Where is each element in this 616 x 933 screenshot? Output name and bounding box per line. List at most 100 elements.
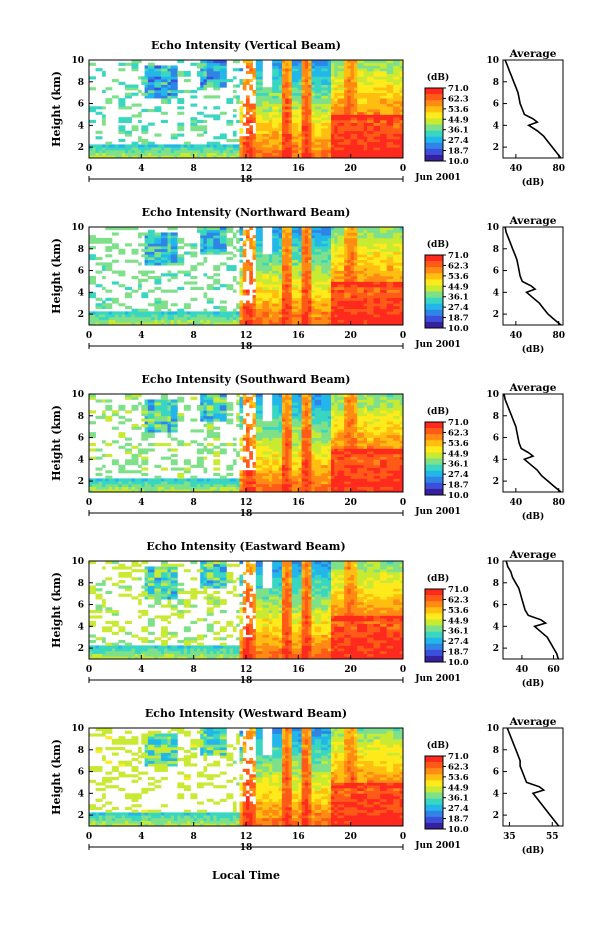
heatmap-cell: [269, 131, 273, 134]
heatmap-cell: [207, 153, 211, 156]
heatmap-cell: [190, 123, 194, 126]
heatmap-cell: [341, 301, 345, 304]
heatmap-cell: [112, 320, 116, 323]
heatmap-cell: [377, 311, 381, 314]
heatmap-cell: [328, 82, 332, 85]
heatmap-cell: [282, 93, 286, 96]
heatmap-cell: [331, 114, 335, 117]
heatmap-cell: [387, 131, 391, 134]
heatmap-cell: [360, 276, 364, 279]
heatmap-cell: [347, 71, 351, 74]
heatmap-cell: [380, 144, 384, 147]
heatmap-cell: [128, 117, 132, 120]
heatmap-cell: [315, 131, 319, 134]
heatmap-cell: [256, 262, 260, 265]
heatmap-cell: [295, 128, 299, 131]
heatmap-cell: [308, 246, 312, 249]
heatmap-cell: [109, 87, 113, 90]
heatmap-cell: [177, 125, 181, 128]
heatmap-cell: [174, 260, 178, 263]
heatmap-cell: [318, 104, 322, 107]
heatmap-cell: [311, 74, 315, 77]
heatmap-cell: [315, 109, 319, 112]
heatmap-cell: [249, 63, 253, 66]
heatmap-cell: [285, 265, 289, 268]
heatmap-cell: [269, 104, 273, 107]
heatmap-cell: [354, 125, 358, 128]
heatmap-cell: [223, 63, 227, 66]
heatmap-cell: [256, 87, 260, 90]
heatmap-cell: [220, 112, 224, 115]
heatmap-cell: [390, 320, 394, 323]
heatmap-cell: [256, 232, 260, 235]
heatmap-cell: [256, 303, 260, 306]
heatmap-cell: [367, 262, 371, 265]
heatmap-cell: [158, 109, 162, 112]
heatmap-cell: [194, 298, 198, 301]
heatmap-cell: [220, 243, 224, 246]
heatmap-cell: [164, 320, 168, 323]
heatmap-cell: [331, 150, 335, 153]
heatmap-cell: [295, 65, 299, 68]
heatmap-cell: [266, 279, 270, 282]
heatmap-cell: [328, 139, 332, 142]
heatmap-cell: [325, 104, 329, 107]
heatmap-cell: [279, 128, 283, 131]
heatmap-cell: [357, 281, 361, 284]
heatmap-cell: [367, 238, 371, 241]
heatmap-cell: [249, 241, 253, 244]
heatmap-cell: [154, 320, 158, 323]
heatmap-cell: [377, 82, 381, 85]
heatmap-cell: [328, 104, 332, 107]
heatmap-cell: [380, 317, 384, 320]
heatmap-cell: [341, 281, 345, 284]
heatmap-cell: [298, 292, 302, 295]
heatmap-cell: [367, 230, 371, 233]
heatmap-cell: [298, 65, 302, 68]
heatmap-cell: [220, 309, 224, 312]
heatmap-cell: [135, 311, 139, 314]
heatmap-cell: [360, 311, 364, 314]
heatmap-cell: [279, 298, 283, 301]
heatmap-cell: [282, 106, 286, 109]
heatmap-cell: [177, 241, 181, 244]
heatmap-cell: [154, 95, 158, 98]
heatmap-cell: [102, 120, 106, 123]
heatmap-cell: [380, 128, 384, 131]
heatmap-cell: [292, 317, 296, 320]
heatmap-cell: [200, 311, 204, 314]
heatmap-cell: [279, 106, 283, 109]
heatmap-cell: [249, 85, 253, 88]
heatmap-cell: [200, 147, 204, 150]
heatmap-cell: [302, 109, 306, 112]
heatmap-cell: [89, 150, 93, 153]
heatmap-cell: [105, 314, 109, 317]
heatmap-cell: [295, 268, 299, 271]
heatmap-cell: [168, 243, 172, 246]
heatmap-cell: [357, 147, 361, 150]
heatmap-cell: [305, 235, 309, 238]
heatmap-cell: [243, 292, 247, 295]
heatmap-cell: [370, 63, 374, 66]
heatmap-cell: [148, 68, 152, 71]
heatmap-cell: [351, 125, 355, 128]
heatmap-cell: [269, 262, 273, 265]
heatmap-cell: [390, 298, 394, 301]
heatmap-cell: [239, 82, 243, 85]
heatmap-cell: [377, 295, 381, 298]
heatmap-cell: [367, 93, 371, 96]
heatmap-cell: [243, 252, 247, 255]
heatmap-cell: [174, 147, 178, 150]
heatmap-cell: [364, 306, 368, 309]
heatmap-cell: [285, 284, 289, 287]
heatmap-cell: [253, 301, 257, 304]
heatmap-cell: [370, 241, 374, 244]
heatmap-cell: [233, 90, 237, 93]
heatmap-cell: [328, 90, 332, 93]
heatmap-cell: [194, 125, 198, 128]
heatmap-cell: [383, 276, 387, 279]
heatmap-cell: [181, 238, 185, 241]
heatmap-cell: [298, 303, 302, 306]
heatmap-cell: [383, 295, 387, 298]
heatmap-cell: [354, 101, 358, 104]
